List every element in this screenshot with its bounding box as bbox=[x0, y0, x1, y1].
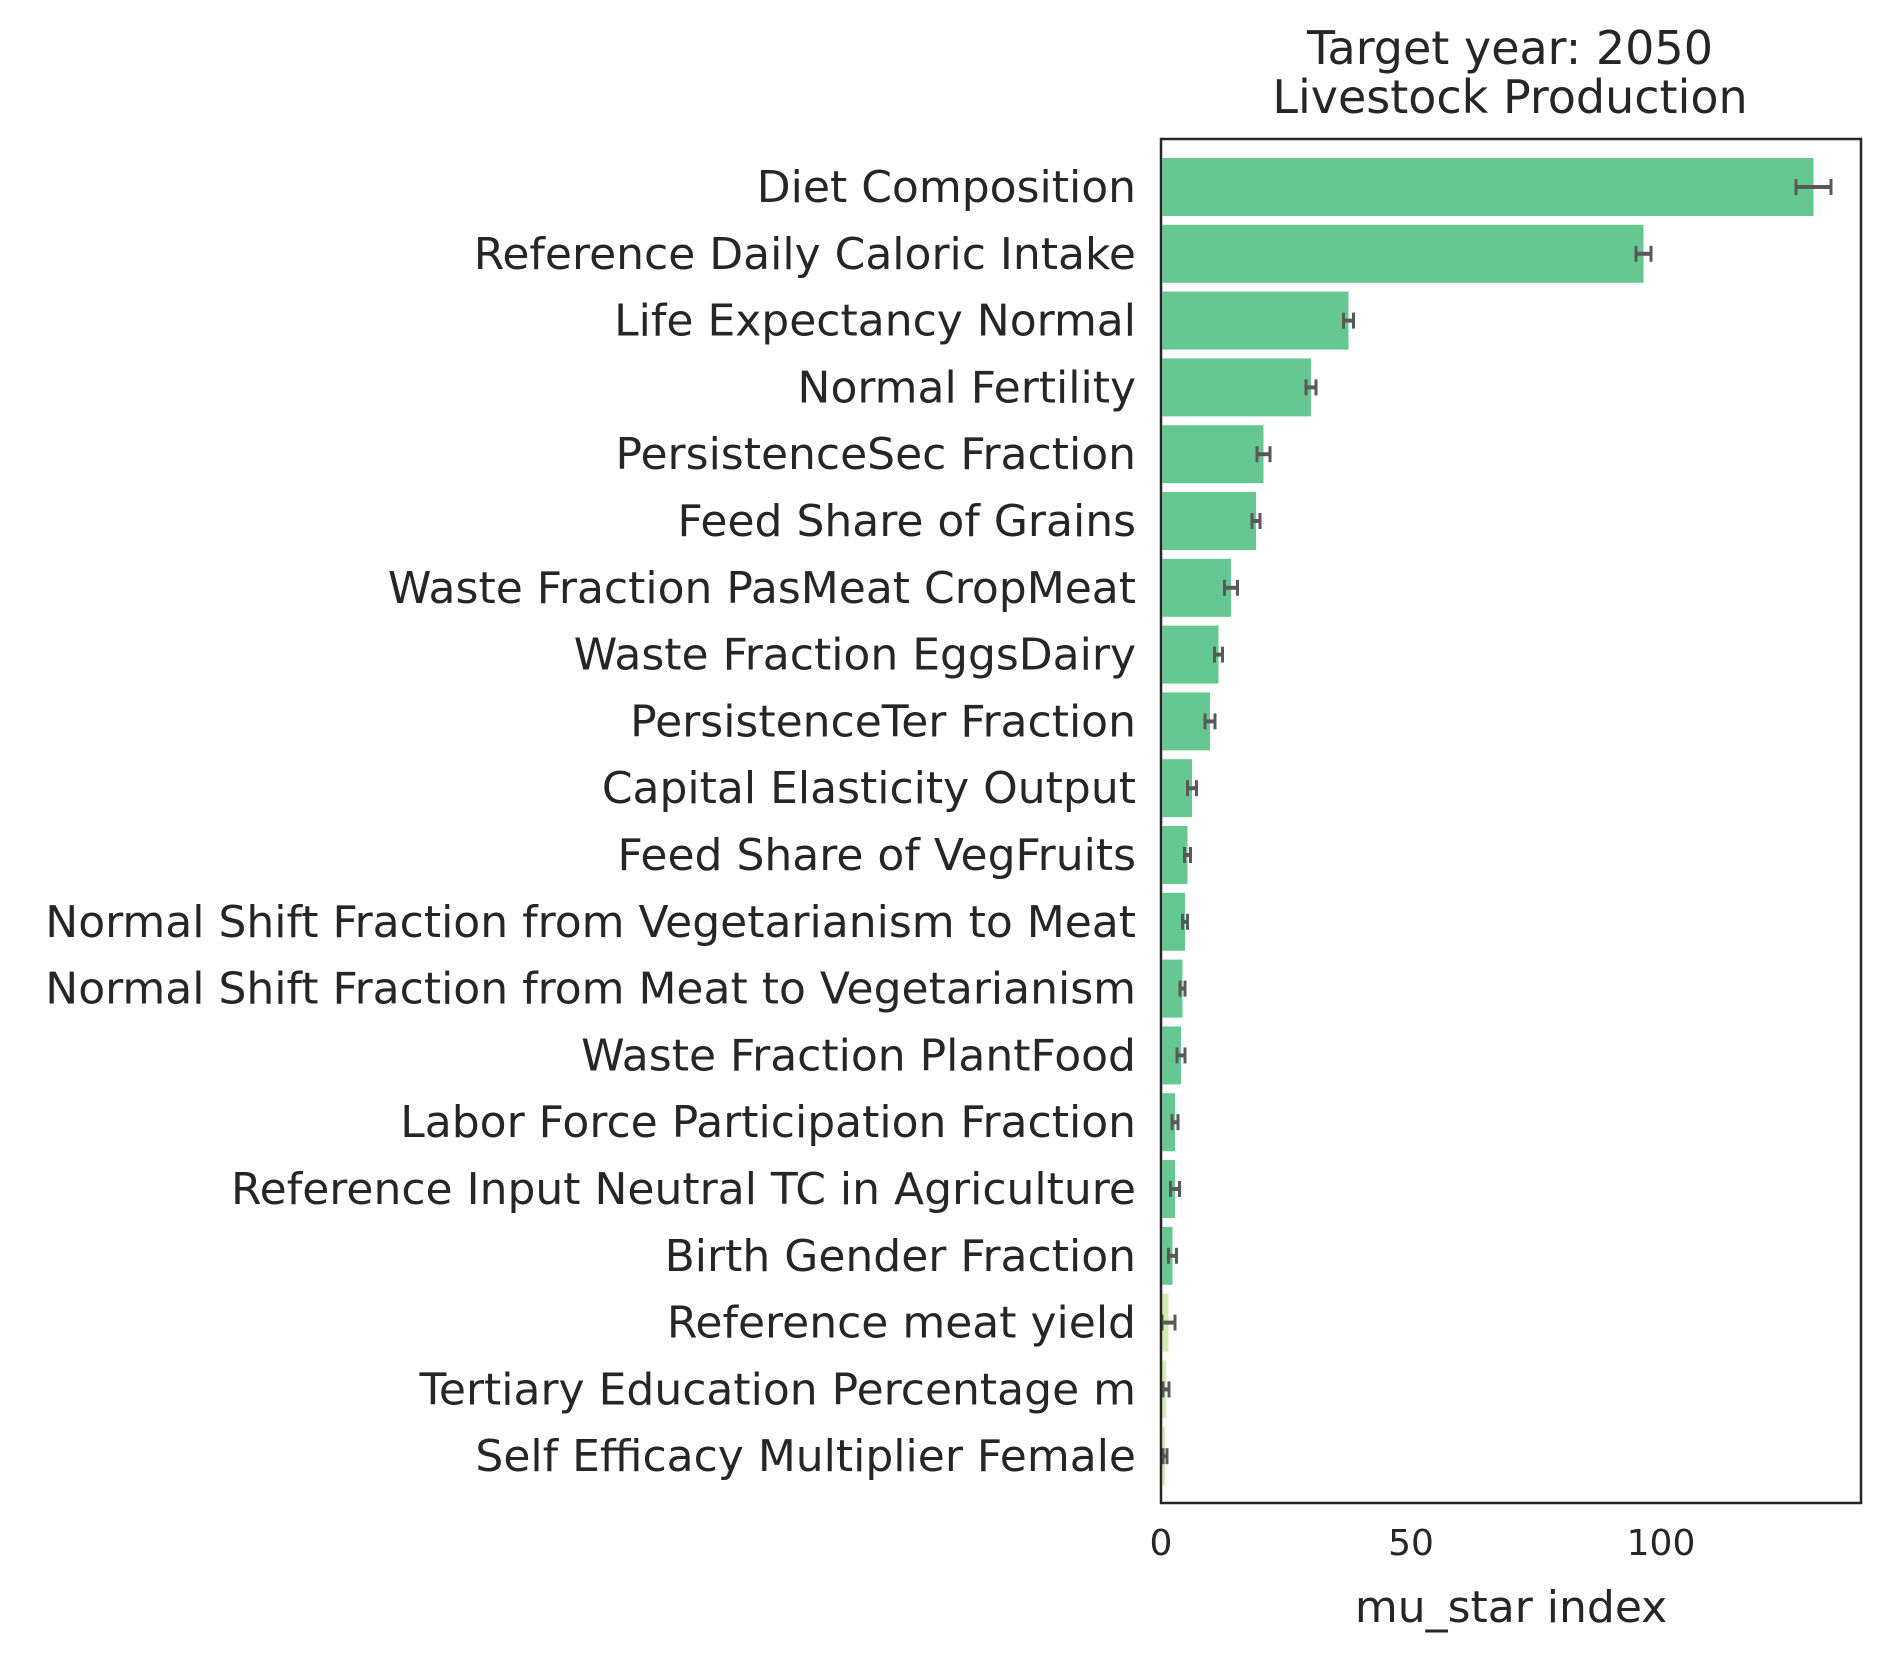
bar bbox=[1162, 892, 1185, 951]
bar bbox=[1162, 158, 1814, 216]
y-tick-label: Self Efficacy Multiplier Female bbox=[475, 1431, 1136, 1482]
y-tick-label: Feed Share of VegFruits bbox=[618, 830, 1136, 881]
y-tick-label: Labor Force Participation Fraction bbox=[400, 1097, 1136, 1148]
chart-subtitle: Livestock Production bbox=[1272, 70, 1747, 124]
y-tick-label: Normal Shift Fraction from Vegetarianism… bbox=[45, 897, 1136, 948]
bar bbox=[1162, 692, 1210, 751]
y-tick-label: PersistenceTer Fraction bbox=[630, 696, 1136, 747]
y-tick-labels: Diet Composition Reference Daily Caloric … bbox=[45, 162, 1136, 1482]
y-tick-label: Waste Fraction EggsDairy bbox=[574, 630, 1136, 681]
x-axis-label: mu_star index bbox=[1355, 1582, 1667, 1633]
bar bbox=[1162, 492, 1256, 550]
bar bbox=[1162, 959, 1183, 1018]
bar bbox=[1162, 425, 1264, 484]
bar bbox=[1162, 558, 1231, 617]
y-tick-label: Waste Fraction PlantFood bbox=[581, 1030, 1136, 1081]
y-tick-label: Feed Share of Grains bbox=[678, 496, 1137, 547]
y-tick-label: Tertiary Education Percentage m bbox=[418, 1364, 1136, 1415]
x-tick-label: 50 bbox=[1388, 1523, 1434, 1564]
y-tick-label: Reference Input Neutral TC in Agricultur… bbox=[231, 1164, 1136, 1215]
bar bbox=[1162, 1093, 1175, 1152]
y-tick-label: PersistenceSec Fraction bbox=[616, 429, 1136, 480]
bar bbox=[1162, 1160, 1175, 1218]
bar bbox=[1162, 625, 1219, 684]
bar bbox=[1162, 358, 1311, 417]
y-tick-label: Normal Fertility bbox=[798, 362, 1136, 413]
y-tick-label: Birth Gender Fraction bbox=[665, 1231, 1136, 1282]
bars-group bbox=[1162, 158, 1814, 1486]
bar bbox=[1162, 1026, 1181, 1085]
x-tick-label: 0 bbox=[1150, 1523, 1173, 1564]
y-tick-label: Capital Elasticity Output bbox=[602, 763, 1136, 814]
y-tick-label: Normal Shift Fraction from Meat to Veget… bbox=[45, 964, 1136, 1015]
y-tick-label: Life Expectancy Normal bbox=[614, 296, 1136, 347]
x-ticks: 0 50 100 bbox=[1150, 1523, 1696, 1564]
chart-title: Target year: 2050 bbox=[1306, 21, 1713, 75]
y-tick-label: Reference Daily Caloric Intake bbox=[474, 229, 1136, 280]
x-tick-label: 100 bbox=[1627, 1523, 1696, 1564]
y-tick-label: Waste Fraction PasMeat CropMeat bbox=[388, 563, 1136, 614]
y-tick-label: Diet Composition bbox=[757, 162, 1136, 213]
bar bbox=[1162, 224, 1644, 283]
bar bbox=[1162, 291, 1349, 350]
plot-frame bbox=[1159, 137, 1863, 1505]
error-bars-group bbox=[1160, 179, 1833, 1465]
y-tick-label: Reference meat yield bbox=[667, 1298, 1136, 1349]
